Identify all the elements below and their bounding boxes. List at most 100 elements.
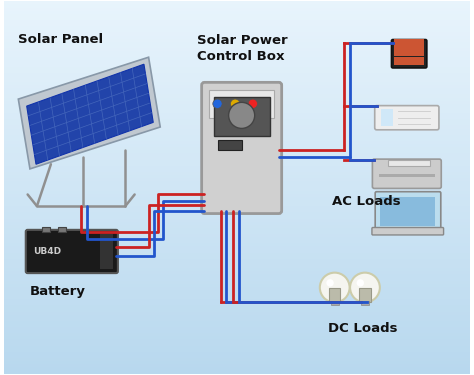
Bar: [4, 284, 470, 287]
Bar: [381, 110, 393, 126]
Bar: [4, 231, 470, 234]
Bar: [4, 206, 470, 209]
Bar: [388, 160, 430, 166]
Bar: [4, 290, 470, 293]
Bar: [209, 90, 274, 118]
Bar: [4, 246, 470, 249]
Bar: [4, 262, 470, 265]
Bar: [4, 184, 470, 188]
FancyBboxPatch shape: [394, 57, 424, 64]
Bar: [4, 296, 470, 299]
Bar: [4, 293, 470, 296]
Bar: [4, 222, 470, 225]
Bar: [4, 138, 470, 141]
Bar: [4, 312, 470, 315]
Bar: [4, 45, 470, 48]
Bar: [4, 129, 470, 132]
Bar: [4, 166, 470, 169]
Bar: [4, 73, 470, 76]
Text: Solar Panel: Solar Panel: [18, 33, 103, 46]
Bar: [4, 66, 470, 70]
Bar: [4, 39, 470, 42]
Bar: [4, 302, 470, 305]
Bar: [4, 271, 470, 274]
Bar: [4, 76, 470, 79]
Bar: [4, 122, 470, 126]
FancyBboxPatch shape: [375, 192, 441, 231]
Bar: [379, 174, 435, 177]
Bar: [4, 280, 470, 284]
Bar: [4, 153, 470, 156]
Bar: [4, 268, 470, 271]
Bar: [4, 100, 470, 104]
Bar: [4, 333, 470, 336]
Bar: [361, 302, 369, 305]
Bar: [4, 197, 470, 200]
Bar: [4, 368, 470, 370]
Bar: [4, 370, 470, 374]
Bar: [4, 318, 470, 321]
Bar: [4, 212, 470, 215]
Polygon shape: [18, 57, 160, 169]
Polygon shape: [27, 64, 153, 164]
Bar: [4, 48, 470, 51]
Bar: [4, 20, 470, 23]
Bar: [4, 107, 470, 110]
Bar: [4, 113, 470, 116]
Bar: [4, 147, 470, 150]
Bar: [4, 190, 470, 194]
Bar: [4, 200, 470, 203]
Bar: [4, 116, 470, 119]
Bar: [4, 144, 470, 147]
Bar: [4, 132, 470, 135]
Circle shape: [326, 279, 334, 286]
Bar: [4, 156, 470, 160]
Bar: [4, 181, 470, 184]
Circle shape: [230, 99, 240, 108]
Bar: [4, 336, 470, 339]
Bar: [4, 361, 470, 364]
Bar: [4, 278, 470, 280]
Bar: [4, 175, 470, 178]
Bar: [4, 321, 470, 324]
Bar: [219, 140, 242, 150]
Bar: [4, 79, 470, 82]
Bar: [4, 259, 470, 262]
Text: Battery: Battery: [30, 285, 86, 297]
Bar: [4, 70, 470, 73]
Bar: [4, 92, 470, 94]
Bar: [4, 126, 470, 129]
Bar: [4, 219, 470, 222]
Bar: [330, 302, 339, 305]
FancyBboxPatch shape: [375, 106, 439, 130]
Bar: [4, 63, 470, 66]
Bar: [4, 352, 470, 355]
Bar: [4, 2, 470, 4]
Bar: [58, 227, 66, 232]
Bar: [4, 54, 470, 57]
Bar: [4, 94, 470, 98]
Bar: [4, 32, 470, 36]
Bar: [4, 17, 470, 20]
Circle shape: [248, 99, 257, 108]
Text: AC Loads: AC Loads: [332, 195, 401, 208]
Bar: [4, 160, 470, 163]
Text: Solar Power
Control Box: Solar Power Control Box: [198, 33, 288, 63]
Circle shape: [320, 273, 350, 302]
Bar: [4, 194, 470, 197]
Bar: [4, 305, 470, 309]
Bar: [4, 163, 470, 166]
Bar: [4, 60, 470, 63]
Bar: [4, 215, 470, 219]
Bar: [4, 358, 470, 361]
Bar: [4, 57, 470, 60]
Bar: [4, 8, 470, 11]
Bar: [42, 227, 50, 232]
Bar: [4, 188, 470, 190]
Bar: [4, 346, 470, 349]
Bar: [4, 287, 470, 290]
Bar: [4, 14, 470, 17]
Bar: [4, 274, 470, 278]
Bar: [214, 97, 270, 136]
Bar: [4, 265, 470, 268]
